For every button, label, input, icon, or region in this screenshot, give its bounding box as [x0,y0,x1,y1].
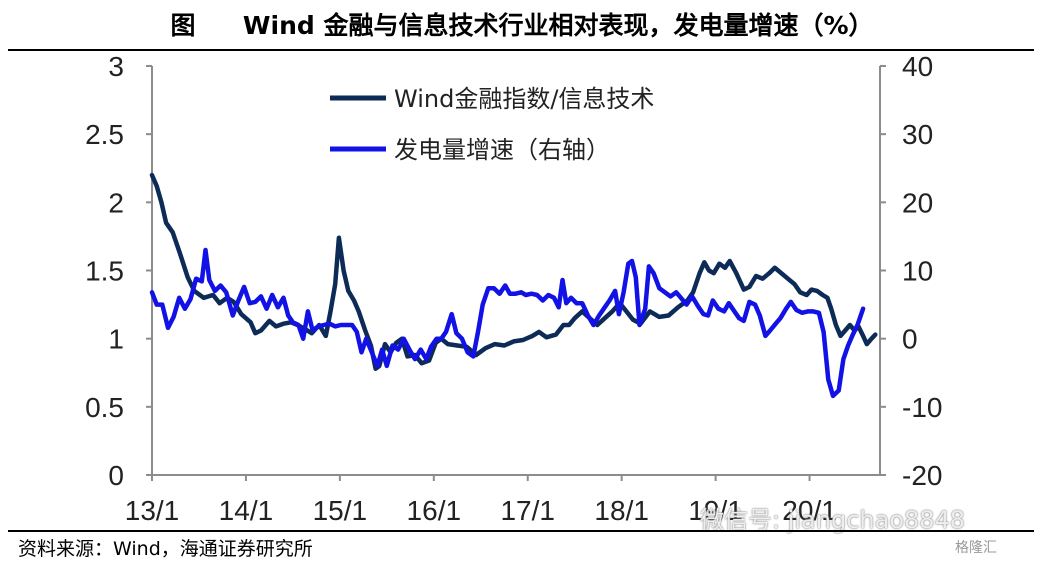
x-tick-label: 13/1 [125,495,180,526]
bottom-rule [8,530,1034,532]
source-note: 资料来源：Wind，海通证券研究所 [18,538,313,560]
figure-label: 图 [170,11,196,40]
x-tick-label: 14/1 [219,495,274,526]
x-tick-label: 16/1 [407,495,462,526]
x-tick-label: 19/1 [688,495,743,526]
right-tick-label: 0 [902,324,918,355]
right-axis: -20 -10 0 10 20 30 40 [880,51,942,491]
legend-label: 发电量增速（右轴） [394,136,610,164]
right-tick-label: 40 [902,51,933,82]
chart-title: 图 Wind 金融与信息技术行业相对表现，发电量增速（%） [0,0,1044,50]
legend-label: Wind金融指数/信息技术 [394,85,654,113]
left-tick-label: 2 [108,187,124,218]
left-axis: 0 0.5 1 1.5 2 2.5 3 [85,51,152,491]
left-tick-label: 1 [108,324,124,355]
series-layer [149,172,878,399]
series-line-ratio [149,172,878,371]
left-tick-label: 1.5 [85,256,124,287]
series-line-power [149,247,866,399]
x-tick-label: 20/1 [782,495,837,526]
right-tick-label: 20 [902,187,933,218]
left-tick-label: 2.5 [85,119,124,150]
x-tick-label: 17/1 [500,495,555,526]
right-tick-label: -20 [902,460,942,491]
left-tick-label: 3 [108,51,124,82]
x-axis: 13/1 14/1 15/1 16/1 17/1 18/1 19/1 20/1 [125,475,837,526]
x-tick-label: 15/1 [313,495,368,526]
right-tick-label: 30 [902,119,933,150]
title-rule [8,49,1034,51]
x-tick-label: 18/1 [594,495,649,526]
watermark: 微信号: jiangchao8848 [700,506,966,534]
title-text: Wind 金融与信息技术行业相对表现，发电量增速（%） [242,11,874,40]
right-tick-label: 10 [902,256,933,287]
left-tick-label: 0.5 [85,392,124,423]
right-tick-label: -10 [902,392,942,423]
left-tick-label: 0 [108,460,124,491]
corner-mark: 格隆汇 [955,540,997,556]
